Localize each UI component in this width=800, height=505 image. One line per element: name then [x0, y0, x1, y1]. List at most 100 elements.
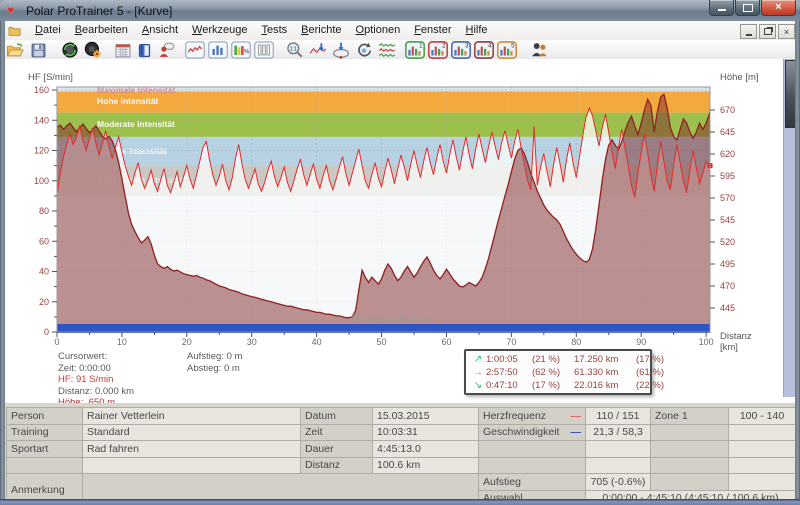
summary-cell: (22 %)	[636, 379, 676, 392]
svg-text:Moderate Intensität: Moderate Intensität	[97, 119, 175, 129]
zoom-1-1-icon[interactable]: 1:1	[286, 41, 304, 59]
export-gear-icon[interactable]	[84, 41, 102, 59]
minimize-icon	[718, 9, 726, 11]
chart-2-icon[interactable]: 2	[428, 41, 448, 59]
view-bars-icon[interactable]	[208, 41, 228, 59]
add-marker-icon[interactable]	[309, 41, 327, 59]
svg-text:100: 100	[699, 337, 714, 347]
svg-text:50: 50	[376, 337, 386, 347]
svg-text:70: 70	[506, 337, 516, 347]
table-cell: Rainer Vetterlein	[83, 408, 301, 425]
cursor-line: HF: 91 S/min	[58, 374, 134, 386]
chart-5-icon[interactable]: 5	[497, 41, 517, 59]
rotate-view-icon[interactable]	[355, 41, 373, 59]
right-axis-title: Höhe [m]	[720, 72, 759, 83]
flat-arrow-icon: →	[470, 366, 486, 379]
open-folder-icon[interactable]	[6, 41, 24, 59]
persons-icon[interactable]	[530, 41, 549, 59]
table-cell: 100 - 140	[729, 408, 796, 425]
summary-cell: (21 %)	[532, 353, 574, 366]
ascent-descent-block: Aufstieg: 0 mAbstieg: 0 m	[187, 351, 242, 374]
svg-text:3: 3	[465, 43, 469, 50]
svg-text:5: 5	[511, 43, 515, 50]
training-info-table: PersonRainer VetterleinDatum15.03.2015He…	[6, 407, 795, 505]
svg-text:470: 470	[720, 281, 735, 291]
close-icon: ×	[775, 2, 781, 13]
close-button[interactable]: ×	[761, 0, 796, 16]
menu-item-tests[interactable]: Tests	[254, 21, 294, 40]
child-restore-button[interactable]	[759, 24, 776, 39]
child-minimize-button[interactable]	[740, 24, 757, 39]
menu-item-fenster[interactable]: Fenster	[407, 21, 458, 40]
diary-icon[interactable]	[137, 41, 152, 59]
left-axis-title: HF [S/min]	[28, 72, 73, 83]
lap-marker-icon[interactable]	[332, 41, 350, 59]
maximize-icon	[743, 4, 753, 12]
svg-text:445: 445	[720, 303, 735, 313]
chart-4-icon[interactable]: 4	[474, 41, 494, 59]
svg-text:Hohe Intensität: Hohe Intensität	[97, 96, 159, 106]
minimize-button[interactable]	[709, 0, 734, 16]
svg-text:1:1: 1:1	[290, 46, 297, 52]
menu-item-ansicht[interactable]: Ansicht	[135, 21, 185, 40]
svg-text:40: 40	[312, 337, 322, 347]
svg-text:140: 140	[34, 115, 49, 125]
chart-1-icon[interactable]: 1	[405, 41, 425, 59]
svg-text:0: 0	[44, 327, 49, 337]
menu-items: DateiBearbeitenAnsichtWerkzeugeTestsBeri…	[28, 21, 495, 40]
menu-item-optionen[interactable]: Optionen	[349, 21, 408, 40]
child-close-icon: ×	[784, 27, 789, 37]
calendar-icon[interactable]	[114, 41, 132, 59]
svg-text:[km]: [km]	[720, 342, 738, 353]
summary-row: ↗1:00:05(21 %)17.250 km(17 %)	[470, 353, 650, 366]
svg-text:30: 30	[247, 337, 257, 347]
save-icon[interactable]	[30, 41, 47, 59]
table-cell: Sportart	[7, 441, 83, 458]
table-cell: Person	[7, 408, 83, 425]
climb-line: Aufstieg: 0 m	[187, 351, 242, 363]
svg-text:595: 595	[720, 171, 735, 181]
table-cell: 21,3 / 58,3	[586, 424, 651, 441]
menu-item-werkzeuge[interactable]: Werkzeuge	[185, 21, 254, 40]
summary-cell: 22.016 km	[574, 379, 636, 392]
view-curve-icon[interactable]	[185, 41, 205, 59]
table-cell: 4:45:13.0	[373, 441, 479, 458]
menu-item-bearbeiten[interactable]: Bearbeiten	[68, 21, 135, 40]
window-right-border	[795, 21, 800, 505]
child-close-button[interactable]: ×	[778, 24, 795, 39]
window-bottom-border	[0, 499, 800, 505]
person-data-icon[interactable]	[157, 41, 175, 59]
summary-cell: (17 %)	[532, 379, 574, 392]
view-percent-icon[interactable]: %	[231, 41, 251, 59]
table-cell: Geschwindigkeit—	[479, 424, 586, 441]
child-restore-icon	[764, 28, 772, 35]
down-arrow-icon: ↘	[470, 379, 486, 392]
table-cell: Standard	[83, 424, 301, 441]
app-window: ♥ Polar ProTrainer 5 - [Kurve] × DateiBe…	[0, 0, 800, 505]
multi-curves-icon[interactable]	[378, 41, 396, 59]
table-cell: Zeit	[301, 424, 373, 441]
document-folder-icon[interactable]	[8, 24, 22, 36]
summary-row: →2:57:50(62 %)61.330 km(61 %)	[470, 366, 650, 379]
summary-cell: (62 %)	[532, 366, 574, 379]
chart-plot[interactable]: Maximale IntensitätHohe IntensitätModera…	[5, 59, 796, 361]
summary-cell: 0:47:10	[486, 379, 532, 392]
view-laps-icon[interactable]	[254, 41, 274, 59]
table-cell	[729, 474, 796, 491]
maximize-button[interactable]	[735, 0, 760, 16]
table-cell	[651, 441, 729, 458]
window-title: Polar ProTrainer 5 - [Kurve]	[26, 4, 172, 18]
window-left-border	[0, 21, 5, 505]
svg-text:545: 545	[720, 215, 735, 225]
svg-text:120: 120	[34, 146, 49, 156]
svg-text:%: %	[244, 48, 250, 55]
menu-item-datei[interactable]: Datei	[28, 21, 68, 40]
chart-plot-holder: Maximale IntensitätHohe IntensitätModera…	[5, 59, 796, 361]
table-cell: 100.6 km	[373, 457, 479, 474]
summary-cell: 61.330 km	[574, 366, 636, 379]
chart-3-icon[interactable]: 3	[451, 41, 471, 59]
sync-watch-icon[interactable]	[61, 41, 79, 59]
menu-item-hilfe[interactable]: Hilfe	[459, 21, 495, 40]
grade-summary-box: ↗1:00:05(21 %)17.250 km(17 %)→2:57:50(62…	[464, 349, 652, 395]
menu-item-berichte[interactable]: Berichte	[294, 21, 348, 40]
